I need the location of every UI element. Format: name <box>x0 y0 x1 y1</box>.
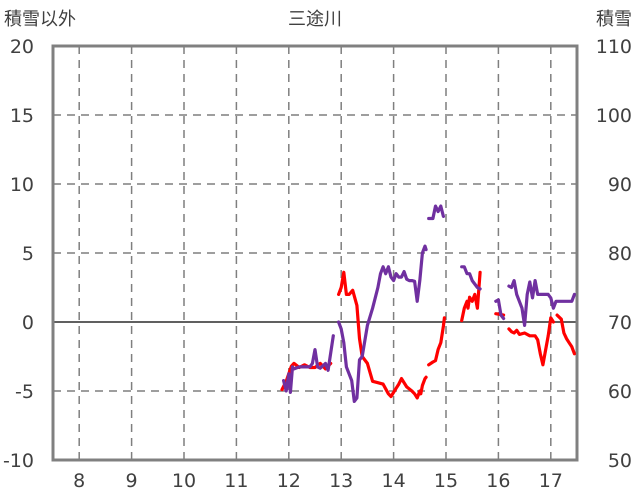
chart-title: 三途川 <box>288 9 342 30</box>
x-tick-label: 16 <box>486 470 510 492</box>
grid <box>53 46 577 460</box>
y-left-tick-label: 15 <box>10 105 34 127</box>
y-right-tick-label: 50 <box>608 450 632 472</box>
y-right-tick-label: 90 <box>608 174 632 196</box>
series-line-right <box>282 334 335 394</box>
y-left-tick-label: 20 <box>10 36 34 58</box>
left-axis-label: 積雪以外 <box>4 9 76 30</box>
y-right-tick-label: 60 <box>608 381 632 403</box>
x-tick-label: 11 <box>224 470 248 492</box>
series-line-right <box>494 298 506 321</box>
y-left-tick-label: 10 <box>10 174 34 196</box>
right-axis-label: 積雪 <box>596 9 632 30</box>
y-right-tick-label: 110 <box>596 36 632 58</box>
tick-layer: -10 -5 0 5 10 15 20 50 60 70 80 90 100 110 8 9 10 11 12 13 1… <box>3 36 632 492</box>
series-line-right <box>460 265 482 291</box>
y-left-tick-label: 5 <box>22 243 34 265</box>
x-tick-label: 17 <box>539 470 563 492</box>
series-line-right <box>337 244 428 403</box>
series-line-right <box>427 204 445 221</box>
y-right-tick-label: 80 <box>608 243 632 265</box>
series-line-left <box>460 270 482 323</box>
x-tick-label: 9 <box>126 470 138 492</box>
x-tick-label: 10 <box>172 470 196 492</box>
x-tick-label: 15 <box>434 470 458 492</box>
plot-frame <box>51 44 579 462</box>
series-line-left <box>427 316 446 367</box>
y-left-tick-label: 0 <box>22 312 34 334</box>
x-tick-label: 8 <box>73 470 85 492</box>
x-tick-label: 14 <box>382 470 406 492</box>
series-line-left <box>555 313 576 356</box>
y-right-tick-label: 70 <box>608 312 632 334</box>
y-right-tick-label: 100 <box>596 105 632 127</box>
series-line-left <box>337 270 428 400</box>
series-line-left <box>507 316 555 367</box>
y-left-tick-label: -10 <box>3 450 34 472</box>
x-tick-label: 13 <box>329 470 353 492</box>
series-line-right <box>507 279 576 327</box>
x-tick-label: 12 <box>277 470 301 492</box>
y-left-tick-label: -5 <box>15 381 34 403</box>
series-layer <box>280 204 576 403</box>
